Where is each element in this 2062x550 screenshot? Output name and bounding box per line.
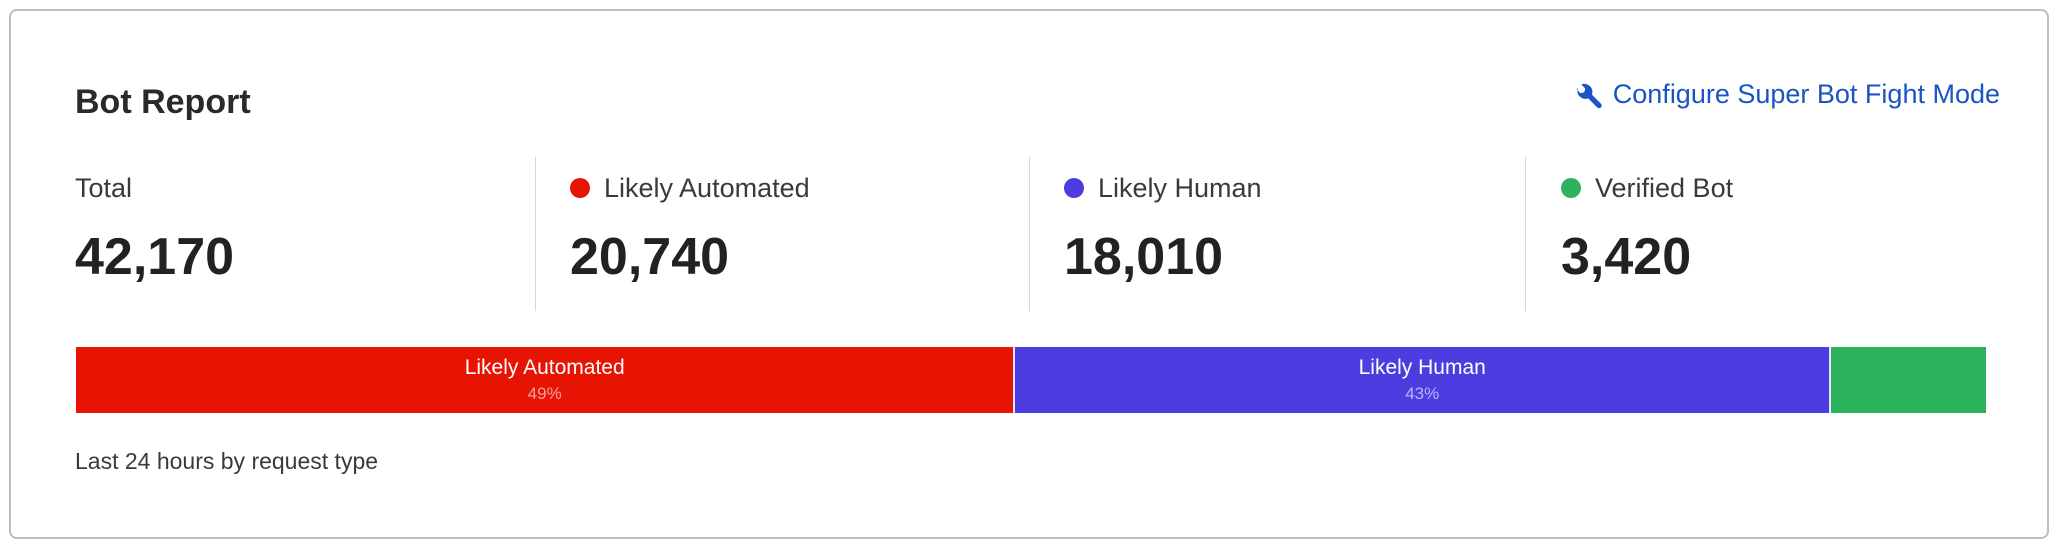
stat-value: 3,420 [1561,228,1692,286]
stat-verified-bot: Verified Bot 3,420 [1561,171,1733,287]
configure-link-label: Configure Super Bot Fight Mode [1612,79,2000,109]
stat-label: Likely Automated [604,172,810,203]
green-dot-icon [1561,178,1581,198]
stat-value: 20,740 [570,228,730,286]
stat-total: Total 42,170 [75,171,234,287]
divider [535,157,536,311]
segment-verified-bot[interactable] [1831,347,1986,413]
card-title: Bot Report [75,83,251,121]
stat-value: 42,170 [75,228,235,286]
stat-label: Likely Human [1098,172,1262,203]
segment-percent: 49% [527,384,562,403]
divider [1029,157,1030,311]
configure-super-bot-fight-mode-link[interactable]: Configure Super Bot Fight Mode [1575,79,2000,110]
segment-percent: 43% [1405,384,1440,403]
bot-report-card: Bot Report Configure Super Bot Fight Mod… [9,9,2049,539]
segment-likely-human[interactable]: Likely Human 43% [1015,347,1832,413]
stat-likely-human: Likely Human 18,010 [1064,171,1262,287]
wrench-icon [1576,83,1602,108]
segment-likely-automated[interactable]: Likely Automated 49% [76,347,1016,413]
request-type-stacked-bar: Likely Automated 49% Likely Human 43% [76,347,1986,413]
stat-label: Verified Bot [1595,172,1734,203]
segment-label: Likely Automated [464,356,625,379]
stat-likely-automated: Likely Automated 20,740 [570,171,810,287]
stat-label: Total [75,172,133,203]
stat-value: 18,010 [1064,228,1224,286]
divider [1525,157,1526,311]
chart-caption: Last 24 hours by request type [75,448,379,474]
red-dot-icon [570,178,590,198]
segment-label: Likely Human [1358,356,1486,379]
blue-dot-icon [1064,178,1084,198]
